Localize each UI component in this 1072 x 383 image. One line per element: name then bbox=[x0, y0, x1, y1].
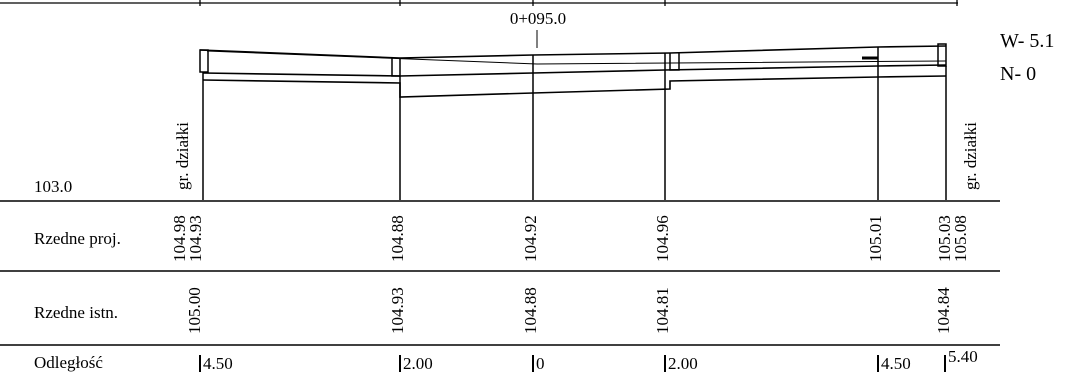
note-n: N- 0 bbox=[1000, 63, 1036, 85]
row-label-dist: Odległość bbox=[34, 353, 103, 372]
distance-value: 2.00 bbox=[668, 354, 698, 373]
existing-elevation-value: 104.84 bbox=[934, 287, 953, 334]
datum-label: 103.0 bbox=[34, 177, 72, 196]
distance-value: 5.40 bbox=[948, 347, 978, 366]
plot-boundary-left: gr. działki bbox=[173, 122, 192, 190]
row-label-proj: Rzedne proj. bbox=[34, 229, 121, 248]
subgrade-line bbox=[202, 75, 947, 98]
plot-boundary-right: gr. działki bbox=[961, 122, 980, 190]
curb-left-inner bbox=[391, 58, 401, 77]
curb-right-inner bbox=[669, 53, 680, 71]
curb-right bbox=[937, 43, 947, 67]
distance-value: 4.50 bbox=[203, 354, 233, 373]
existing-elevation-value: 105.00 bbox=[185, 287, 204, 334]
distance-value: 4.50 bbox=[881, 354, 911, 373]
proj-elevation-value: 104.96 bbox=[653, 215, 672, 262]
proj-elevation-value: 104.93 bbox=[186, 215, 205, 262]
proj-elevation-value: 104.88 bbox=[388, 215, 407, 262]
layer-bottom-line bbox=[202, 64, 947, 77]
design-surface-line bbox=[199, 45, 947, 59]
existing-elevation-value: 104.93 bbox=[388, 287, 407, 334]
table-lines bbox=[0, 200, 1000, 346]
profile bbox=[199, 43, 947, 200]
row-label-istn: Rzedne istn. bbox=[34, 303, 118, 322]
proj-elevation-value: 104.92 bbox=[521, 215, 540, 262]
distance-value: 0 bbox=[536, 354, 545, 373]
distance-value: 2.00 bbox=[403, 354, 433, 373]
station-label: 0+095.0 bbox=[510, 9, 566, 28]
proj-elevation-value: 104.98 bbox=[170, 215, 189, 262]
note-w: W- 5.1 bbox=[1000, 30, 1054, 52]
existing-elevation-value: 104.81 bbox=[653, 287, 672, 334]
table-cells: 104.98104.93105.004.50104.88104.932.0010… bbox=[170, 215, 978, 373]
proj-elevation-value: 105.08 bbox=[951, 215, 970, 262]
existing-terrain-line bbox=[206, 50, 947, 65]
top-table-stub bbox=[0, 0, 958, 6]
existing-elevation-value: 104.88 bbox=[521, 287, 540, 334]
proj-elevation-value: 105.01 bbox=[866, 215, 885, 262]
proj-elevation-value: 105.03 bbox=[935, 215, 954, 262]
curb-left bbox=[199, 49, 209, 73]
